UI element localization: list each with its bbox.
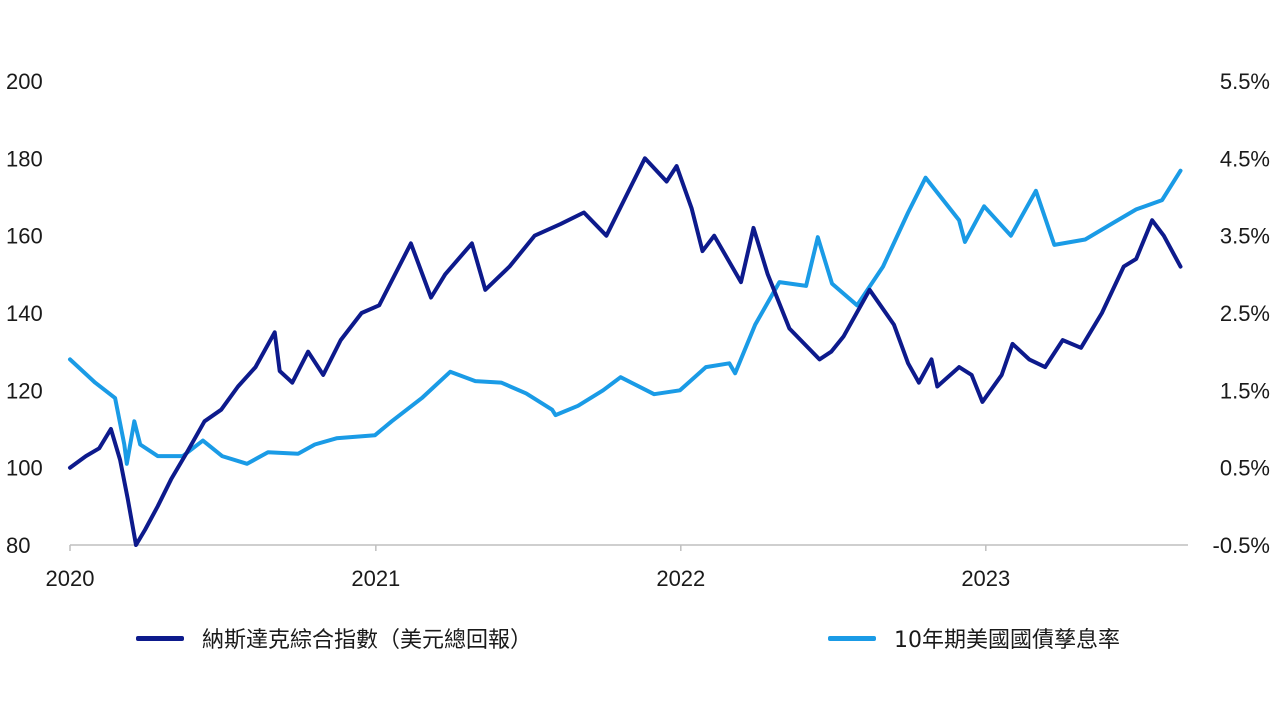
right-tick-label: 2.5% [1220,301,1270,326]
right-tick-label: 4.5% [1220,146,1270,171]
series-line-nasdaq [68,156,1183,547]
right-tick-label: -0.5% [1213,533,1270,558]
series-layer [68,156,1183,547]
x-tick-label: 2023 [961,566,1010,591]
legend-label-nasdaq: 納斯達克綜合指數（美元總回報） [202,628,533,653]
right-tick-label: 0.5% [1220,456,1270,481]
left-tick-label: 80 [6,533,30,558]
left-axis-ticks: 80 100 120 140 160 180 200 [6,69,43,558]
left-tick-label: 160 [6,224,43,249]
x-tick-label: 2020 [46,566,95,591]
left-tick-label: 200 [6,69,43,94]
left-tick-label: 100 [6,456,43,481]
left-tick-label: 180 [6,146,43,171]
legend-swatch-treasury-yield [828,635,876,641]
x-tick-label: 2022 [656,566,705,591]
legend-label-treasury-yield: 10年期美國國債孳息率 [894,628,1120,653]
x-tick-label: 2021 [351,566,400,591]
series-line-treasury-yield [68,168,1183,466]
left-tick-label: 120 [6,378,43,403]
left-tick-label: 140 [6,301,43,326]
right-axis-ticks: -0.5% 0.5% 1.5% 2.5% 3.5% 4.5% 5.5% [1213,69,1270,558]
legend-item-nasdaq: 納斯達克綜合指數（美元總回報） [136,620,532,656]
right-tick-label: 1.5% [1220,378,1270,403]
x-axis-ticks: 2020 2021 2022 2023 [46,545,1010,591]
legend-swatch-nasdaq [136,635,184,641]
legend-item-treasury-yield: 10年期美國國債孳息率 [828,620,1120,656]
right-tick-label: 5.5% [1220,69,1270,94]
right-tick-label: 3.5% [1220,224,1270,249]
